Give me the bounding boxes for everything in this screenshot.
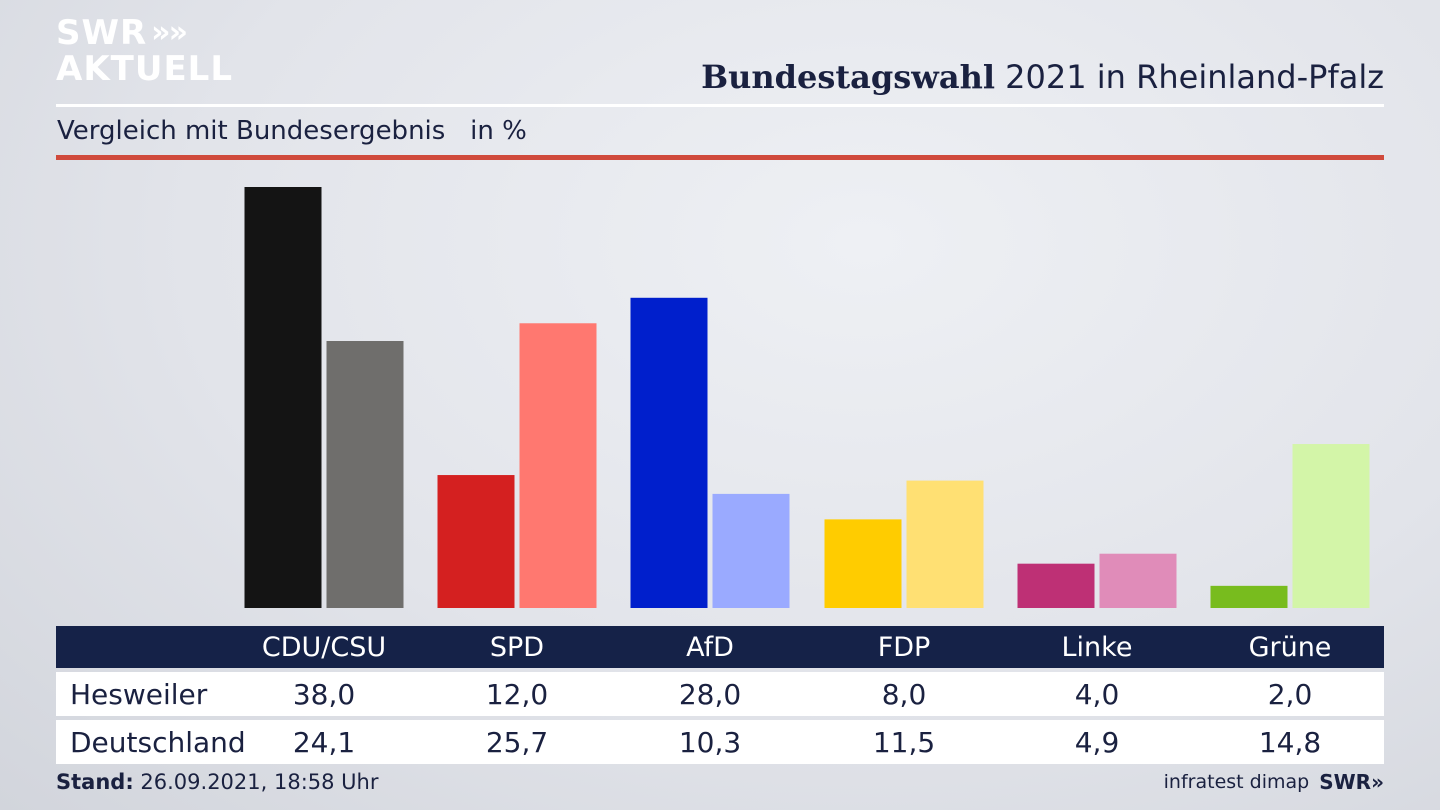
- table-cell-deutschland-linke: 4,9: [1074, 725, 1120, 759]
- logo-chevron-icon: »: [151, 15, 171, 50]
- bar-cdu-csu-hesweiler: [244, 187, 322, 608]
- table-cell-deutschland-fdp: 11,5: [872, 725, 936, 759]
- table-cell-hesweiler-cdu-csu: 38,0: [292, 677, 356, 711]
- bar-chart: [244, 187, 1370, 608]
- table-row-deutschland: Deutschland 24,1 25,7 10,3 11,5 4,9 14,8: [56, 720, 1384, 764]
- swr-footer-logo: SWR»: [1319, 770, 1384, 794]
- subtitle-divider: [56, 155, 1384, 160]
- bar-afd-hesweiler: [630, 297, 708, 608]
- table-cell-hesweiler-linke: 4,0: [1074, 677, 1120, 711]
- table-row-hesweiler: Hesweiler 38,0 12,0 28,0 8,0 4,0 2,0: [56, 672, 1384, 716]
- bar-cdu-csu-deutschland: [326, 340, 404, 608]
- table-cell-deutschland-spd: 25,7: [485, 725, 549, 759]
- stand-value: 26.09.2021, 18:58 Uhr: [133, 770, 379, 794]
- table-header-linke: Linke: [1061, 631, 1133, 663]
- logo-aktuell-text: AKTUELL: [56, 49, 234, 89]
- chart-title: Bundestagswahl 2021 in Rheinland-Pfalz: [701, 58, 1384, 96]
- bar-gr-ne-deutschland: [1292, 444, 1370, 608]
- title-divider: [56, 104, 1384, 107]
- bar-afd-deutschland: [712, 493, 790, 608]
- row-label-deutschland: Deutschland: [70, 725, 246, 759]
- timestamp: Stand: 26.09.2021, 18:58 Uhr: [56, 770, 379, 794]
- table-header-spd: SPD: [489, 631, 545, 663]
- table-header-row: CDU/CSU SPD AfD FDP Linke Grüne: [56, 626, 1384, 668]
- table-cell-hesweiler-gr-ne: 2,0: [1267, 677, 1313, 711]
- table-header-afd: AfD: [686, 631, 734, 663]
- logo-swr-text: SWR: [56, 13, 148, 53]
- table-cell-deutschland-afd: 10,3: [678, 725, 742, 759]
- table-header-gr-ne: Grüne: [1248, 631, 1332, 663]
- row-label-hesweiler: Hesweiler: [70, 677, 208, 711]
- table-cell-hesweiler-afd: 28,0: [678, 677, 742, 711]
- bar-spd-hesweiler: [437, 475, 515, 608]
- bar-linke-deutschland: [1099, 553, 1177, 608]
- stand-label: Stand:: [56, 770, 134, 794]
- bar-fdp-hesweiler: [824, 519, 902, 608]
- chart-subtitle: Vergleich mit Bundesergebnis in %: [57, 116, 527, 146]
- table-cell-deutschland-gr-ne: 14,8: [1258, 725, 1322, 759]
- table-header-fdp: FDP: [877, 631, 931, 663]
- results-table: CDU/CSU SPD AfD FDP Linke Grüne Hesweiler 38,…: [56, 626, 1384, 764]
- source-text: infratest dimap: [1163, 771, 1310, 793]
- chart-title-rest: 2021 in Rheinland-Pfalz: [995, 58, 1384, 96]
- bar-gr-ne-hesweiler: [1210, 585, 1288, 608]
- swr-aktuell-logo: SWR»» AKTUELL: [56, 16, 233, 86]
- table-cell-hesweiler-spd: 12,0: [485, 677, 549, 711]
- table-cell-deutschland-cdu-csu: 24,1: [292, 725, 356, 759]
- bar-fdp-deutschland: [906, 480, 984, 608]
- table-cell-hesweiler-fdp: 8,0: [881, 677, 927, 711]
- chart-title-bold: Bundestagswahl: [701, 58, 995, 96]
- source-credit: infratest dimap SWR»: [1164, 770, 1384, 794]
- bar-spd-deutschland: [519, 323, 597, 608]
- logo-chevron-icon-2: »: [168, 15, 189, 50]
- table-header-cdu-csu: CDU/CSU: [261, 631, 387, 663]
- bar-linke-hesweiler: [1017, 563, 1095, 608]
